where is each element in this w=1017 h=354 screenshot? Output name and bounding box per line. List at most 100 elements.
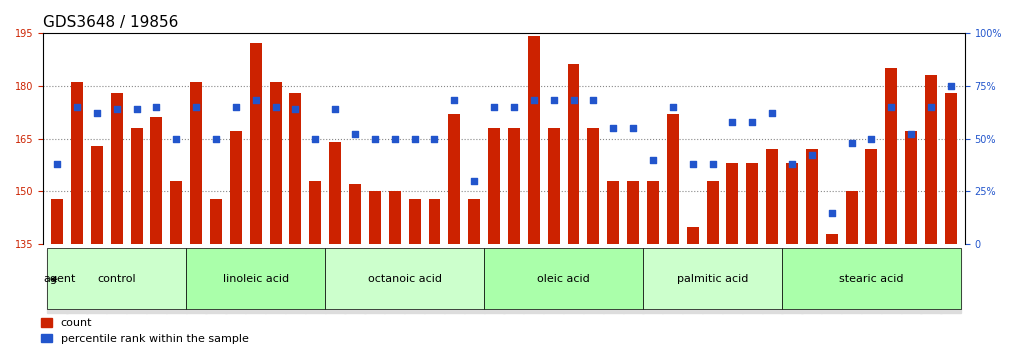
Bar xyxy=(170,181,182,245)
Bar xyxy=(369,192,380,245)
Bar xyxy=(428,199,440,245)
Bar xyxy=(647,181,659,245)
Bar xyxy=(448,114,461,245)
Bar xyxy=(627,181,639,245)
Bar xyxy=(468,199,480,245)
Point xyxy=(386,136,403,141)
Point xyxy=(705,161,721,167)
Point xyxy=(188,104,204,109)
Bar xyxy=(230,131,242,245)
Bar xyxy=(865,149,878,245)
Point xyxy=(49,161,65,167)
Point xyxy=(843,140,859,145)
Bar xyxy=(746,163,759,245)
Point xyxy=(247,98,263,103)
Point xyxy=(645,157,661,162)
Bar xyxy=(190,82,202,245)
Point xyxy=(744,119,761,124)
Bar xyxy=(270,82,282,245)
Point xyxy=(883,104,899,109)
Point xyxy=(784,161,800,167)
Bar xyxy=(567,64,580,245)
Bar xyxy=(349,184,361,245)
FancyBboxPatch shape xyxy=(782,248,961,309)
Bar xyxy=(845,192,857,245)
Bar xyxy=(766,149,778,245)
Point xyxy=(466,178,482,184)
Bar xyxy=(805,149,818,245)
Point xyxy=(69,104,85,109)
Point xyxy=(863,136,880,141)
Point xyxy=(565,98,582,103)
Point xyxy=(307,136,323,141)
FancyBboxPatch shape xyxy=(186,248,325,309)
Point xyxy=(367,136,383,141)
Bar xyxy=(786,163,798,245)
Point xyxy=(288,106,304,112)
Bar xyxy=(330,142,341,245)
Bar xyxy=(886,68,897,245)
Text: stearic acid: stearic acid xyxy=(839,274,904,284)
Point xyxy=(267,104,284,109)
Point xyxy=(943,83,959,88)
Bar xyxy=(130,128,142,245)
Bar xyxy=(667,114,678,245)
Point xyxy=(625,125,642,131)
Point xyxy=(207,136,224,141)
Bar xyxy=(905,131,917,245)
FancyBboxPatch shape xyxy=(325,248,484,309)
Point xyxy=(228,104,244,109)
Bar xyxy=(91,145,103,245)
Text: linoleic acid: linoleic acid xyxy=(223,274,289,284)
Bar xyxy=(290,93,301,245)
Point xyxy=(327,106,344,112)
Point xyxy=(526,98,542,103)
Bar xyxy=(488,128,500,245)
Point xyxy=(128,106,144,112)
Bar xyxy=(250,43,261,245)
Point xyxy=(446,98,463,103)
Point xyxy=(585,98,601,103)
Bar xyxy=(945,93,957,245)
Bar xyxy=(211,199,222,245)
Text: agent: agent xyxy=(43,274,75,284)
Point xyxy=(903,131,919,137)
Point xyxy=(148,104,165,109)
Point xyxy=(922,104,939,109)
Bar xyxy=(826,234,838,245)
Bar xyxy=(51,199,63,245)
Point xyxy=(486,104,502,109)
Point xyxy=(505,104,522,109)
FancyBboxPatch shape xyxy=(643,248,782,309)
Text: palmitic acid: palmitic acid xyxy=(677,274,749,284)
Point xyxy=(824,210,840,216)
Point xyxy=(426,136,442,141)
Text: control: control xyxy=(98,274,136,284)
Point xyxy=(109,106,125,112)
Text: oleic acid: oleic acid xyxy=(537,274,590,284)
Bar xyxy=(707,181,718,245)
Bar xyxy=(151,117,163,245)
Point xyxy=(88,110,105,116)
FancyBboxPatch shape xyxy=(47,248,186,309)
Bar xyxy=(925,75,937,245)
Bar xyxy=(528,36,540,245)
Point xyxy=(407,136,423,141)
FancyBboxPatch shape xyxy=(484,248,643,309)
Point xyxy=(724,119,740,124)
Bar xyxy=(548,128,559,245)
Text: GDS3648 / 19856: GDS3648 / 19856 xyxy=(43,15,179,30)
Bar xyxy=(686,227,699,245)
Point xyxy=(168,136,184,141)
Point xyxy=(764,110,780,116)
Bar xyxy=(507,128,520,245)
Point xyxy=(545,98,561,103)
Bar xyxy=(71,82,83,245)
Point xyxy=(684,161,701,167)
Bar xyxy=(409,199,421,245)
Bar xyxy=(111,93,123,245)
Bar xyxy=(388,192,401,245)
Point xyxy=(605,125,621,131)
Point xyxy=(803,153,820,158)
Bar xyxy=(607,181,619,245)
